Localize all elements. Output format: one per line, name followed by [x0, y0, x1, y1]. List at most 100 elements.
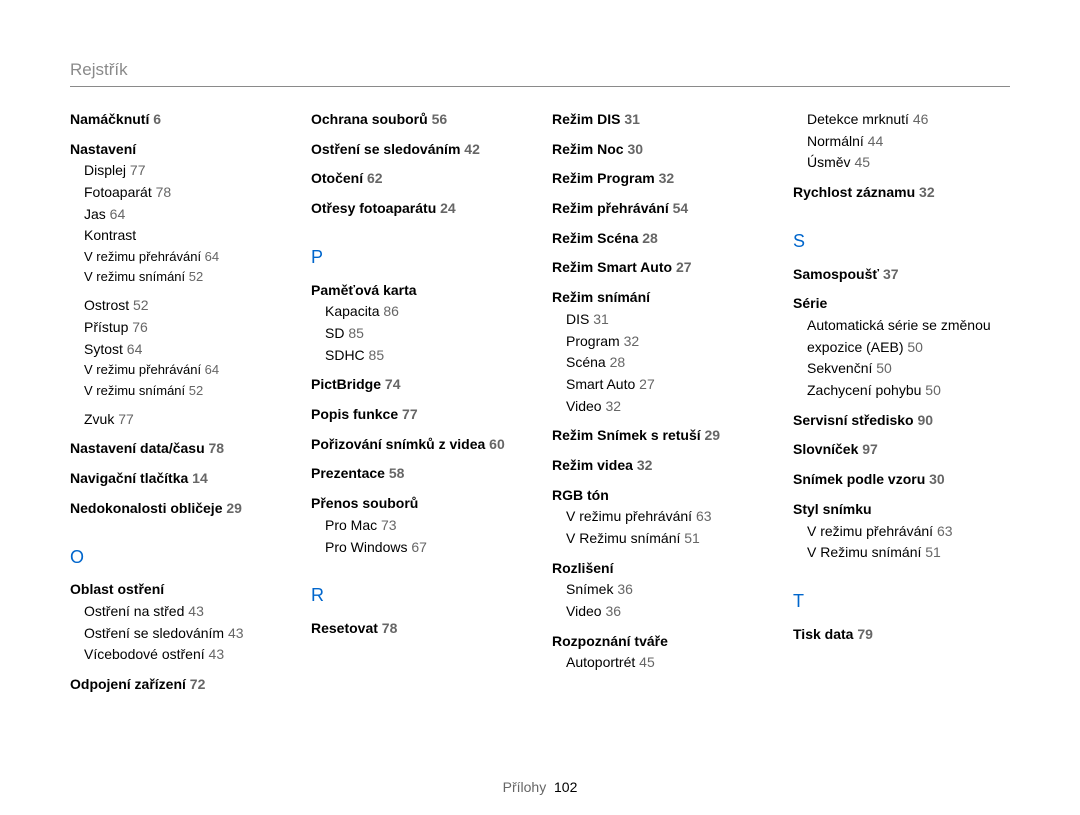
- entry-text: Vícebodové ostření: [84, 646, 205, 662]
- index-subentry: Sytost 64: [70, 339, 287, 361]
- entry-text: Ostření se sledováním: [311, 141, 460, 157]
- entry-text: Snímek: [566, 581, 613, 597]
- entry-page: 36: [613, 581, 632, 597]
- entry-text: Otočení: [311, 170, 363, 186]
- entry-text: Fotoaparát: [84, 184, 152, 200]
- entry-text: Kapacita: [325, 303, 379, 319]
- index-subentry: Kontrast: [70, 225, 287, 247]
- entry-text: Ostrost: [84, 297, 129, 313]
- entry-page: 28: [638, 230, 657, 246]
- entry-text: Režim DIS: [552, 111, 620, 127]
- entry-text: Režim snímání: [552, 289, 650, 305]
- entry-text: V režimu přehrávání: [84, 249, 201, 264]
- index-subentry: Kapacita 86: [311, 301, 528, 323]
- index-entry: Slovníček 97: [793, 439, 1010, 461]
- entry-page: 27: [672, 259, 691, 275]
- index-entry: Styl snímku: [793, 499, 1010, 521]
- entry-text: Režim Scéna: [552, 230, 638, 246]
- entry-text: Režim Program: [552, 170, 655, 186]
- entry-page: 6: [149, 111, 161, 127]
- entry-text: Servisní středisko: [793, 412, 914, 428]
- entry-page: 62: [363, 170, 382, 186]
- entry-text: V režimu snímání: [84, 383, 185, 398]
- entry-page: 29: [222, 500, 241, 516]
- entry-page: 51: [921, 544, 940, 560]
- entry-text: SDHC: [325, 347, 365, 363]
- entry-page: 63: [933, 523, 952, 539]
- entry-page: 64: [123, 341, 142, 357]
- entry-text: V Režimu snímání: [566, 530, 680, 546]
- entry-page: 43: [205, 646, 224, 662]
- index-entry: Režim Scéna 28: [552, 228, 769, 250]
- entry-text: PictBridge: [311, 376, 381, 392]
- entry-text: Zvuk: [84, 411, 114, 427]
- entry-text: Ostření se sledováním: [84, 625, 224, 641]
- index-subentry: Sekvenční 50: [793, 358, 1010, 380]
- index-subentry: Program 32: [552, 331, 769, 353]
- index-subentry-2: V režimu přehrávání 64: [70, 247, 287, 267]
- entry-page: 32: [633, 457, 652, 473]
- index-entry: Navigační tlačítka 14: [70, 468, 287, 490]
- entry-page: 50: [903, 339, 922, 355]
- entry-page: 64: [201, 362, 219, 377]
- index-subentry: V Režimu snímání 51: [793, 542, 1010, 564]
- index-entry: PictBridge 74: [311, 374, 528, 396]
- entry-text: Ochrana souborů: [311, 111, 428, 127]
- entry-page: 30: [925, 471, 944, 487]
- entry-page: 63: [692, 508, 711, 524]
- index-entry: Oblast ostření: [70, 579, 287, 601]
- entry-page: 52: [129, 297, 148, 313]
- entry-text: Tisk data: [793, 626, 853, 642]
- index-entry: Ochrana souborů 56: [311, 109, 528, 131]
- entry-text: Namáčknutí: [70, 111, 149, 127]
- index-subentry: Detekce mrknutí 46: [793, 109, 1010, 131]
- entry-page: 79: [853, 626, 872, 642]
- entry-text: V režimu přehrávání: [84, 362, 201, 377]
- section-letter: T: [793, 588, 1010, 616]
- entry-page: 32: [915, 184, 934, 200]
- entry-text: Režim přehrávání: [552, 200, 669, 216]
- entry-text: Snímek podle vzoru: [793, 471, 925, 487]
- entry-page: 58: [385, 465, 404, 481]
- entry-text: Rychlost záznamu: [793, 184, 915, 200]
- entry-page: 27: [635, 376, 654, 392]
- entry-page: 78: [152, 184, 171, 200]
- index-subentry: Pro Mac 73: [311, 515, 528, 537]
- entry-text: Video: [566, 398, 602, 414]
- index-entry: Snímek podle vzoru 30: [793, 469, 1010, 491]
- entry-page: 32: [620, 333, 639, 349]
- index-entry: Resetovat 78: [311, 618, 528, 640]
- index-subentry-2: V režimu přehrávání 64: [70, 360, 287, 380]
- entry-page: 56: [428, 111, 447, 127]
- column-3: Režim DIS 31Režim Noc 30Režim Program 32…: [552, 109, 769, 696]
- index-subentry: V Režimu snímání 51: [552, 528, 769, 550]
- entry-text: Režim Noc: [552, 141, 624, 157]
- index-subentry: Smart Auto 27: [552, 374, 769, 396]
- entry-page: 85: [365, 347, 384, 363]
- entry-text: Oblast ostření: [70, 581, 164, 597]
- index-subentry: V režimu přehrávání 63: [793, 521, 1010, 543]
- index-subentry: Normální 44: [793, 131, 1010, 153]
- entry-page: 31: [620, 111, 639, 127]
- entry-page: 44: [864, 133, 883, 149]
- entry-text: Přístup: [84, 319, 128, 335]
- entry-page: 78: [205, 440, 224, 456]
- entry-text: Série: [793, 295, 827, 311]
- entry-page: 45: [635, 654, 654, 670]
- index-entry: Režim videa 32: [552, 455, 769, 477]
- entry-text: Režim videa: [552, 457, 633, 473]
- index-subentry: SD 85: [311, 323, 528, 345]
- entry-page: 43: [184, 603, 203, 619]
- index-subentry: Video 32: [552, 396, 769, 418]
- index-subentry: Vícebodové ostření 43: [70, 644, 287, 666]
- entry-page: 86: [379, 303, 398, 319]
- index-entry: Tisk data 79: [793, 624, 1010, 646]
- index-entry: Režim snímání: [552, 287, 769, 309]
- index-entry: Režim přehrávání 54: [552, 198, 769, 220]
- entry-page: 29: [701, 427, 720, 443]
- entry-text: Navigační tlačítka: [70, 470, 188, 486]
- index-entry: Nastavení: [70, 139, 287, 161]
- entry-page: 36: [602, 603, 621, 619]
- entry-text: Ostření na střed: [84, 603, 184, 619]
- entry-page: 64: [106, 206, 125, 222]
